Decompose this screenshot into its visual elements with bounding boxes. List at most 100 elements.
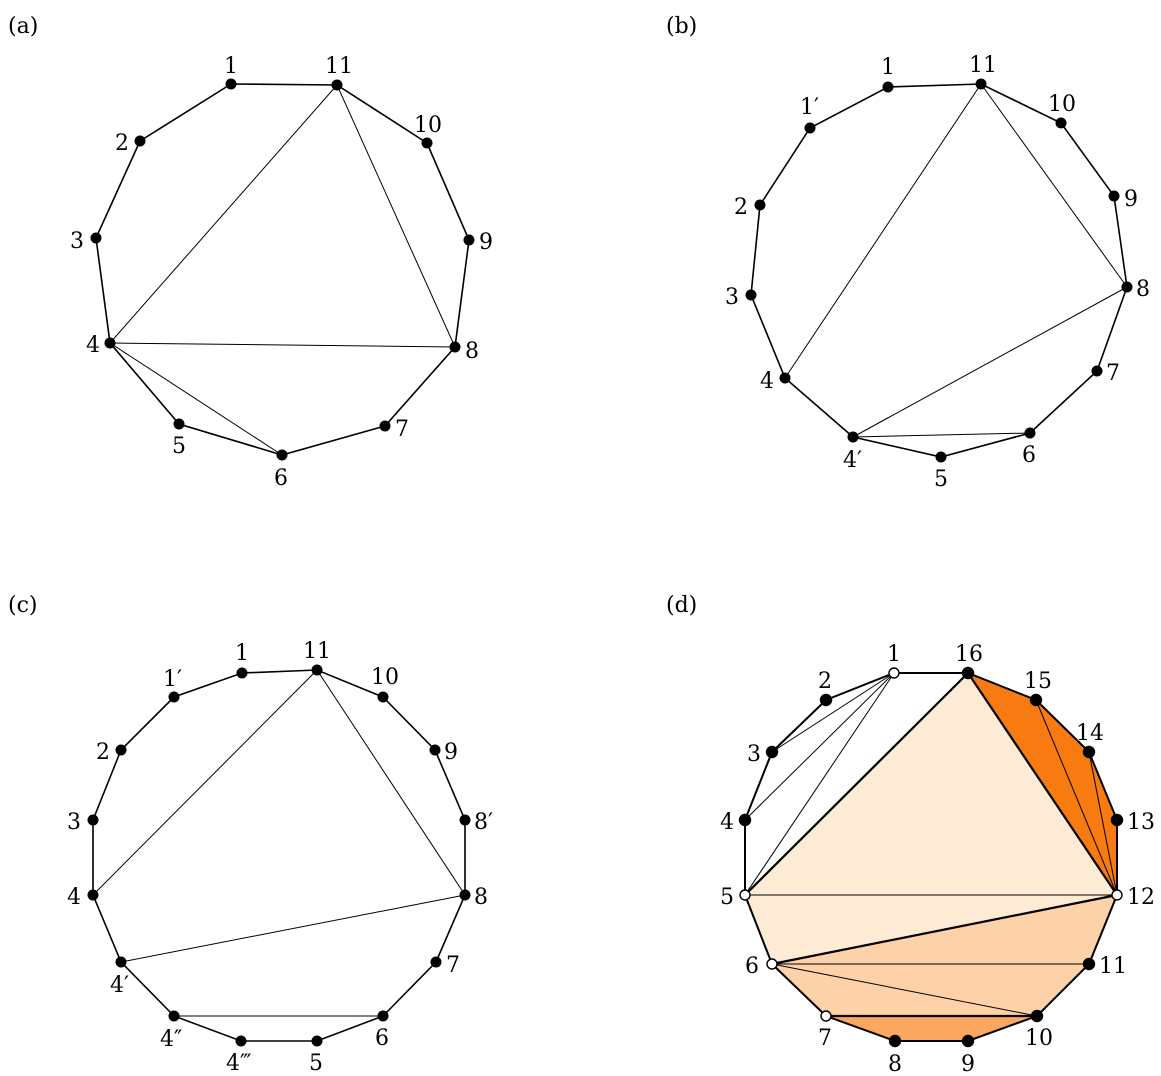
diagonal-b-11-4 — [784, 83, 982, 379]
diagonal-d-1-5 — [744, 672, 895, 896]
panel-c: (c) 1 11 10 — [8, 593, 493, 1076]
panel-b-vertices — [745, 78, 1133, 463]
vertex-label-d-8: 8 — [888, 1052, 902, 1076]
vertex-b-9 — [1108, 190, 1120, 202]
vertex-label-d-16: 16 — [955, 642, 983, 667]
vertex-label-c-9: 9 — [444, 740, 458, 765]
diagonal-d-16-12 — [967, 672, 1118, 896]
vertex-label-b-8: 8 — [1136, 277, 1150, 302]
diagonal-d-5-16 — [744, 672, 969, 896]
panel-d-shaded-regions — [745, 673, 1117, 1041]
vertex-label-d-9: 9 — [961, 1052, 975, 1076]
vertex-label-d-15: 15 — [1024, 669, 1052, 694]
vertex-label-b-6: 6 — [1022, 443, 1036, 468]
vertex-label-b-9: 9 — [1124, 187, 1138, 212]
diagonal-d-14-12 — [1088, 751, 1118, 896]
vertex-a-1 — [225, 78, 237, 90]
vertex-label-a-5: 5 — [172, 434, 186, 459]
vertex-a-11 — [331, 79, 343, 91]
vertex-a-9 — [463, 234, 475, 246]
polygon-c — [92, 669, 466, 1042]
vertex-label-b-11: 11 — [969, 53, 997, 78]
vertex-c-7 — [430, 956, 442, 968]
diagonal-b-4p-8 — [852, 286, 1128, 438]
vertex-c-8 — [459, 889, 471, 901]
vertex-d-11 — [1082, 957, 1096, 971]
panel-c-label: (c) — [8, 593, 38, 618]
panel-d-vertices — [738, 666, 1124, 1048]
vertex-c-2 — [115, 744, 127, 756]
vertex-d-8 — [888, 1034, 902, 1048]
vertex-a-6 — [276, 449, 288, 461]
vertex-label-b-1: 1 — [881, 55, 895, 80]
vertex-label-c-3: 3 — [67, 810, 81, 835]
vertex-label-d-1: 1 — [887, 642, 901, 667]
vertex-label-b-10: 10 — [1048, 92, 1076, 117]
vertex-b-8 — [1121, 281, 1133, 293]
panel-d-label: (d) — [666, 593, 697, 618]
vertex-label-a-8: 8 — [465, 339, 479, 364]
vertex-label-d-4: 4 — [720, 810, 734, 835]
diagonal-d-6-12 — [771, 893, 1118, 966]
region-d-5-12-6 — [745, 895, 1117, 964]
panel-d-vertex-labels: 1 16 15 14 13 12 11 10 9 8 7 6 5 4 3 2 — [720, 642, 1155, 1076]
vertex-label-d-7: 7 — [818, 1026, 832, 1051]
polygon-a — [95, 83, 470, 456]
vertex-b-4-prime — [847, 431, 859, 443]
vertex-b-4 — [779, 372, 791, 384]
vertex-label-d-11: 11 — [1099, 954, 1127, 979]
vertex-label-a-3: 3 — [70, 229, 84, 254]
vertex-a-2 — [134, 135, 146, 147]
panel-b-label: (b) — [666, 14, 697, 39]
vertex-a-5 — [173, 418, 185, 430]
panel-b-diagonals — [784, 83, 1128, 438]
vertex-d-1 — [888, 667, 900, 679]
vertex-label-c-8-prime: 8′ — [474, 810, 493, 835]
diagonal-c-11-8 — [316, 669, 466, 896]
vertex-label-b-1-prime: 1′ — [800, 95, 819, 120]
vertex-label-a-6: 6 — [274, 466, 288, 491]
diagonal-a-11-8 — [336, 84, 456, 348]
panel-d-thin-diagonals — [744, 672, 1118, 1017]
vertex-b-11 — [975, 78, 987, 90]
panel-d-thick-diagonals — [744, 672, 1118, 1018]
vertex-d-15 — [1029, 693, 1043, 707]
diagonal-d-1-3 — [771, 672, 895, 753]
diagonal-a-4-8 — [109, 342, 456, 348]
vertex-d-4 — [738, 813, 752, 827]
region-d-6-12-11-10 — [772, 895, 1117, 1016]
diagonal-b-11-8 — [980, 83, 1128, 288]
vertex-b-1-prime — [804, 122, 816, 134]
panel-c-vertices — [87, 664, 471, 1047]
vertex-label-c-5: 5 — [309, 1051, 323, 1076]
vertex-label-d-14: 14 — [1076, 721, 1104, 746]
panel-a-vertices — [90, 78, 475, 461]
vertex-label-d-6: 6 — [745, 954, 759, 979]
diagonal-d-15-12 — [1035, 699, 1118, 896]
vertex-d-13 — [1110, 813, 1124, 827]
vertex-c-10 — [377, 691, 389, 703]
vertex-label-a-1: 1 — [224, 54, 238, 79]
vertex-label-a-10: 10 — [414, 113, 442, 138]
vertex-a-8 — [449, 341, 461, 353]
diagonal-a-4-6 — [109, 342, 283, 456]
vertex-label-b-7: 7 — [1106, 361, 1120, 386]
vertex-b-7 — [1091, 365, 1103, 377]
vertex-label-d-12: 12 — [1127, 885, 1155, 910]
vertex-b-2 — [754, 199, 766, 211]
vertex-c-6 — [377, 1010, 389, 1022]
vertex-d-14 — [1082, 745, 1096, 759]
vertex-label-a-4: 4 — [86, 333, 100, 358]
vertex-a-7 — [379, 420, 391, 432]
panel-a-vertex-labels: 1 11 10 9 8 7 6 5 4 3 2 — [70, 54, 493, 491]
region-d-5-16-12 — [745, 673, 1117, 895]
vertex-c-1 — [236, 667, 248, 679]
vertex-d-9 — [961, 1034, 975, 1048]
diagonal-d-1-4 — [744, 672, 895, 821]
panel-d: (d) — [666, 593, 1155, 1076]
diagonal-b-4p-6 — [852, 432, 1031, 438]
vertex-c-3 — [87, 814, 99, 826]
panel-a-diagonals — [109, 84, 456, 456]
panel-a: (a) 1 11 10 9 8 7 6 — [8, 14, 493, 491]
